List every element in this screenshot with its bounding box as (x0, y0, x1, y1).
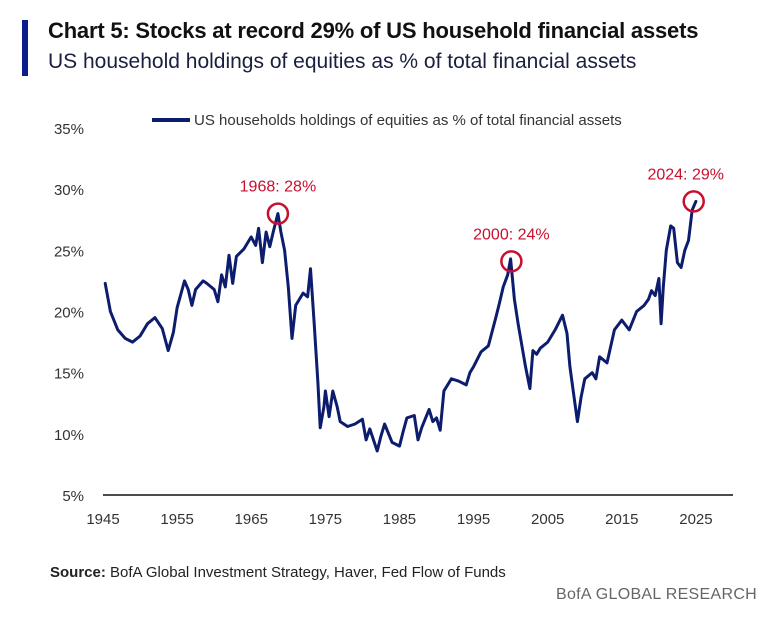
series-line (103, 199, 698, 453)
annotation-label: 1968: 28% (240, 179, 317, 196)
annotation-circle (682, 190, 705, 213)
x-tick-label: 1965 (235, 511, 268, 528)
x-tick-label: 1995 (457, 511, 490, 528)
line-chart: 5% 10% 15% 20% 25% 30% 35% 1945 1955 1965 1975 1985… (54, 112, 733, 528)
source-note: Source: BofA Global Investment Strategy,… (50, 564, 506, 581)
y-tick-label: 10% (54, 427, 84, 444)
source-text: BofA Global Investment Strategy, Haver, … (110, 564, 506, 581)
chart-subtitle: US household holdings of equities as % o… (48, 50, 637, 73)
y-tick-label: 30% (54, 182, 84, 199)
x-tick-label: 2025 (679, 511, 712, 528)
x-tick-label: 1975 (309, 511, 342, 528)
y-tick-label: 15% (54, 366, 84, 383)
annotation-circle (266, 202, 290, 225)
x-tick-label: 1985 (383, 511, 416, 528)
annotation-label: 2000: 24% (473, 226, 550, 243)
legend-label: US households holdings of equities as % … (194, 112, 622, 129)
y-tick-label: 20% (54, 305, 84, 322)
source-label: Source: (50, 564, 106, 581)
y-tick-label: 5% (62, 488, 84, 505)
annotation-circle (500, 250, 523, 273)
title-accent-bar (22, 20, 28, 76)
chart-title: Chart 5: Stocks at record 29% of US hous… (48, 18, 699, 43)
x-tick-label: 1945 (86, 511, 119, 528)
y-tick-label: 35% (54, 121, 84, 138)
x-tick-label: 2015 (605, 511, 638, 528)
y-tick-label: 25% (54, 243, 84, 260)
brand-logo-text: BofA GLOBAL RESEARCH (556, 586, 758, 603)
x-tick-label: 2005 (531, 511, 564, 528)
annotation-label: 2024: 29% (647, 166, 724, 183)
x-tick-label: 1955 (160, 511, 193, 528)
